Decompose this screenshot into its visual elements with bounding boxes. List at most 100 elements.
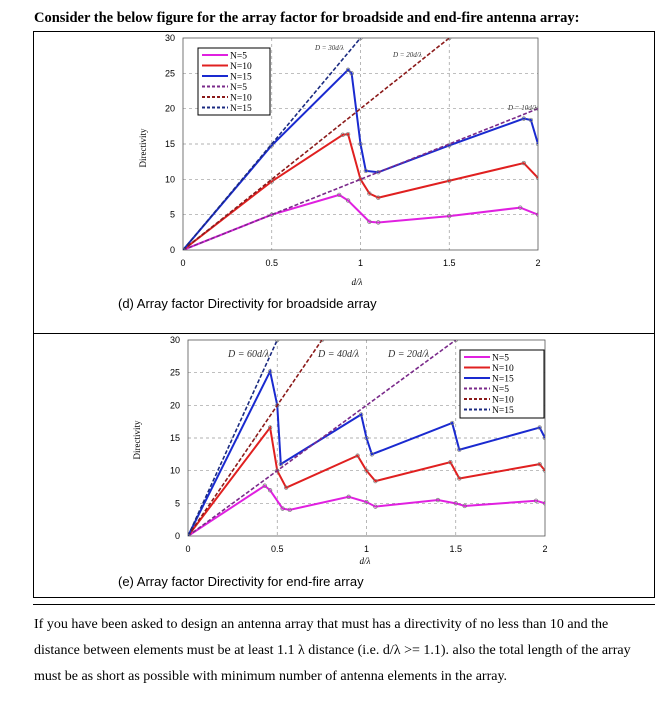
data-point: [183, 247, 186, 250]
data-point: [528, 117, 534, 123]
data-point: [535, 141, 538, 147]
data-point: [447, 38, 452, 41]
series-line-n15-dashed: [183, 38, 362, 250]
y-tick-label: 15: [170, 433, 180, 443]
data-point: [364, 435, 369, 441]
legend-box: [459, 349, 545, 419]
data-point: [535, 212, 538, 217]
y-tick-label: 10: [165, 174, 175, 184]
data-point: [345, 67, 351, 72]
x-tick-label: 1.5: [443, 258, 456, 268]
y-tick-label: 30: [170, 335, 180, 345]
data-point: [376, 195, 381, 200]
data-point: [337, 192, 342, 198]
line-annotation: D = 60d/λ: [227, 349, 270, 360]
data-point: [349, 71, 354, 76]
data-point: [278, 461, 283, 467]
data-point: [453, 340, 458, 343]
series-line-n10-solid: [183, 133, 538, 250]
data-point: [287, 507, 292, 513]
y-tick-label: 10: [170, 466, 180, 476]
data-point: [457, 447, 462, 452]
data-point: [319, 340, 325, 343]
y-tick-label: 15: [165, 139, 175, 149]
series-line-n15-solid: [183, 68, 538, 250]
data-point: [447, 178, 452, 183]
data-point: [447, 213, 452, 219]
data-point: [358, 412, 364, 417]
y-tick-label: 25: [165, 68, 175, 78]
legend-label: N=5: [230, 83, 247, 93]
data-point: [521, 116, 526, 121]
data-point: [542, 435, 545, 441]
x-tick-label: 0: [180, 258, 185, 268]
data-point: [267, 488, 273, 493]
data-point: [453, 501, 458, 506]
data-point: [367, 219, 372, 224]
legend-label: N=15: [492, 406, 514, 416]
line-annotation: D = 40d/λ: [317, 349, 360, 360]
data-point: [518, 205, 523, 210]
data-point: [535, 175, 538, 181]
data-point: [262, 483, 267, 488]
legend-label: N=10: [492, 364, 514, 374]
caption-broadside: (d) Array factor Directivity for broadsi…: [118, 296, 377, 311]
data-point: [363, 168, 368, 174]
y-tick-label: 5: [170, 210, 175, 220]
legend-label: N=15: [492, 375, 514, 385]
data-point: [275, 403, 280, 408]
data-point: [284, 485, 289, 490]
data-point: [450, 420, 455, 426]
line-annotation: D = 20d/λ: [387, 349, 430, 360]
legend-label: N=10: [230, 62, 252, 72]
y-tick-label: 0: [170, 245, 175, 255]
series-line-n15-solid: [188, 368, 545, 536]
data-point: [280, 506, 285, 511]
x-tick-label: 2: [542, 544, 547, 554]
data-point: [435, 497, 441, 503]
data-point: [542, 468, 545, 473]
legend-label: N=5: [230, 52, 247, 62]
data-point: [373, 478, 378, 484]
line-annotation: D = 10d/λ: [507, 104, 537, 112]
legend-label: N=10: [492, 396, 514, 406]
x-axis-label: d/λ: [360, 556, 371, 566]
y-tick-label: 20: [165, 104, 175, 114]
table-divider: [33, 333, 655, 334]
data-point: [537, 461, 542, 467]
x-tick-label: 1: [358, 258, 363, 268]
legend-label: N=15: [230, 104, 252, 114]
data-point: [457, 476, 462, 481]
series-line-n10-solid: [188, 425, 545, 536]
series-line-n5-dashed: [183, 107, 538, 250]
y-axis-label: Directivity: [132, 420, 142, 459]
series-group: [188, 340, 545, 536]
x-tick-label: 1: [364, 544, 369, 554]
data-point: [369, 452, 375, 457]
y-tick-label: 0: [175, 531, 180, 541]
data-point: [448, 460, 453, 465]
series-line-n5-dashed: [188, 340, 457, 536]
data-point: [542, 501, 545, 506]
data-point: [340, 132, 345, 137]
y-tick-label: 25: [170, 368, 180, 378]
line-annotation: D = 20d/λ: [392, 51, 422, 59]
x-axis-label: d/λ: [352, 277, 363, 287]
legend-label: N=5: [492, 354, 509, 364]
legend-box: [197, 47, 271, 116]
data-point: [376, 220, 381, 225]
data-point: [462, 503, 467, 509]
data-point: [275, 340, 280, 343]
figure-table: [33, 31, 655, 598]
series-line-n5-solid: [188, 484, 545, 536]
data-point: [521, 160, 526, 166]
data-point: [358, 141, 363, 147]
data-point: [267, 369, 273, 374]
x-tick-label: 0.5: [271, 544, 284, 554]
series-line-n5-solid: [183, 193, 538, 250]
legend-label: N=10: [230, 94, 252, 104]
table-bottom-line: [33, 604, 655, 605]
data-point: [533, 498, 539, 503]
